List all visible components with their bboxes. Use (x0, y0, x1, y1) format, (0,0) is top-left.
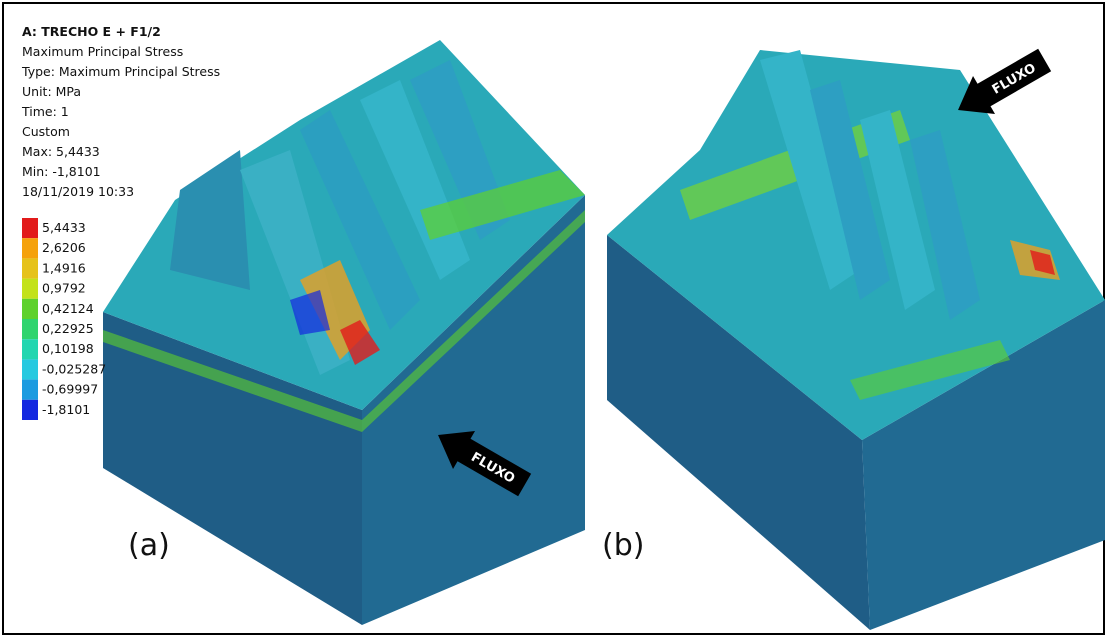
header-line: Max: 5,4433 (22, 144, 100, 159)
panel-label: (a) (128, 528, 170, 563)
legend-swatch (22, 238, 38, 258)
legend-label: 0,9792 (42, 281, 86, 296)
legend-swatch (22, 299, 38, 319)
figure: A: TRECHO E + F1/2 Maximum Principal Str… (0, 0, 1108, 638)
legend-swatch (22, 359, 38, 379)
legend-label: 2,6206 (42, 240, 86, 255)
legend-label: 0,42124 (42, 301, 94, 316)
header-line: Unit: MPa (22, 84, 81, 99)
header-line: Maximum Principal Stress (22, 44, 183, 59)
header-line: Min: -1,8101 (22, 164, 101, 179)
header-line: Time: 1 (21, 104, 69, 119)
legend-label: 5,4433 (42, 220, 86, 235)
legend-label: -0,025287 (42, 361, 106, 376)
legend-label: -0,69997 (42, 382, 98, 397)
header-line: 18/11/2019 10:33 (22, 184, 134, 199)
legend-label: 1,4916 (42, 260, 86, 275)
legend-swatch (22, 319, 38, 339)
legend-swatch (22, 339, 38, 359)
header: A: TRECHO E + F1/2 (22, 24, 161, 39)
panel-label: (b) (602, 528, 644, 563)
legend-swatch (22, 380, 38, 400)
legend-swatch (22, 279, 38, 299)
title: A: TRECHO E + F1/2 (22, 24, 161, 39)
legend-label: 0,22925 (42, 321, 94, 336)
legend-label: 0,10198 (42, 341, 94, 356)
legend-swatch (22, 258, 38, 278)
legend-swatch (22, 400, 38, 420)
legend-label: -1,8101 (42, 402, 90, 417)
header-line: Type: Maximum Principal Stress (21, 64, 220, 79)
header-line: Custom (22, 124, 70, 139)
legend-swatch (22, 218, 38, 238)
